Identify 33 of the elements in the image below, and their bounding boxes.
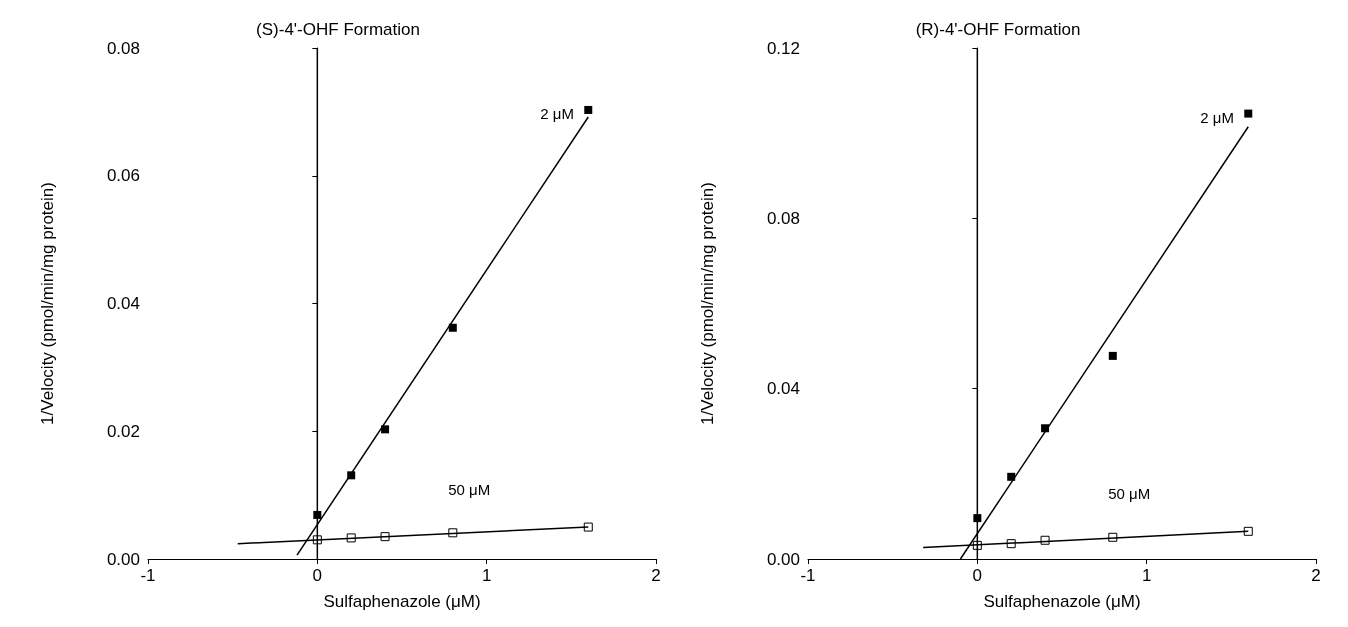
x-axis-title: Sulfaphenazole (μM) — [323, 592, 481, 611]
point — [448, 323, 457, 332]
text: 50 μM — [448, 481, 491, 499]
x-tick-label: 0 — [312, 566, 323, 585]
y-tick-label: 0.06 — [106, 166, 140, 186]
x-tick-label: 2 — [651, 566, 661, 585]
y-tick-label: 0.08 — [106, 38, 140, 58]
x-tick-label: 0 — [972, 566, 983, 585]
point — [1243, 526, 1253, 536]
x-tick-label: -1 — [800, 566, 816, 585]
y-axis-title: 1/Velocity (pmol/min/mg protein) — [38, 182, 57, 425]
point — [1108, 351, 1117, 360]
point — [1244, 109, 1253, 118]
x-tick-label: -1 — [140, 566, 156, 585]
point — [381, 425, 390, 434]
text: 50 μM — [1108, 485, 1151, 503]
x-tick-label: 1 — [481, 566, 492, 585]
y-tick-label: 0.00 — [106, 549, 140, 569]
y-tick-label: 0.00 — [766, 549, 800, 569]
chart-title: (S)-4'-OHF Formation — [256, 20, 420, 39]
series-label: 2 μM — [540, 104, 574, 122]
y-tick-label: 0.04 — [106, 294, 140, 313]
y-tick-label: 0.12 — [766, 38, 800, 58]
series-label: 2 μM — [1200, 108, 1234, 126]
y-axis-title: 1/Velocity (pmol/min/mg protein) — [698, 182, 717, 425]
y-tick-label: 0.04 — [766, 379, 800, 399]
x-tick-label: 1 — [1141, 566, 1152, 585]
chart-title: (R)-4'-OHF Formation — [915, 20, 1081, 39]
x-axis-title: Sulfaphenazole (μM) — [983, 592, 1141, 611]
y-tick-label: 0.08 — [766, 208, 800, 228]
point — [584, 105, 593, 114]
x-tick-label: 2 — [1311, 566, 1321, 585]
y-tick-label: 0.02 — [106, 421, 140, 441]
